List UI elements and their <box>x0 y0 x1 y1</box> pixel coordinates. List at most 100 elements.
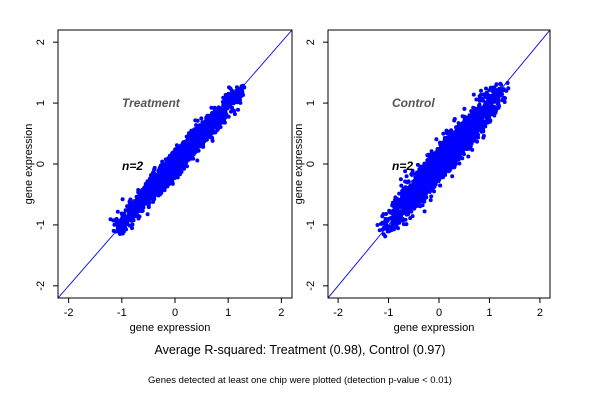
data-point <box>412 178 417 183</box>
data-point <box>409 172 414 177</box>
data-point <box>208 120 213 124</box>
data-point <box>199 116 204 121</box>
data-point <box>471 92 476 97</box>
x-tick-label: 0 <box>172 307 178 319</box>
data-point <box>194 126 199 131</box>
data-point <box>222 120 227 125</box>
data-point <box>167 163 172 168</box>
data-point <box>153 179 158 184</box>
data-point <box>391 226 396 231</box>
data-point <box>192 147 197 151</box>
data-point <box>430 185 435 190</box>
data-point <box>223 92 228 97</box>
data-point <box>236 107 240 112</box>
data-point <box>452 158 457 163</box>
data-point <box>195 158 200 163</box>
data-point <box>153 187 158 192</box>
data-point <box>456 157 461 162</box>
data-point <box>188 132 193 137</box>
data-point <box>195 140 200 145</box>
data-point <box>227 85 231 90</box>
y-tick-label: -1 <box>35 220 47 230</box>
data-point <box>181 140 186 145</box>
data-point <box>401 222 406 227</box>
data-point <box>160 187 165 192</box>
x-tick-label: 1 <box>225 307 231 319</box>
data-point <box>160 159 165 164</box>
data-point <box>142 185 147 190</box>
data-point <box>457 161 462 166</box>
data-point <box>123 224 128 229</box>
data-point <box>176 148 181 153</box>
data-point <box>460 114 465 119</box>
data-point <box>151 170 155 175</box>
data-point <box>168 175 173 180</box>
data-point <box>185 164 189 169</box>
sample-size-annotation: n=2 <box>122 159 143 173</box>
data-point <box>402 186 407 191</box>
data-point <box>462 106 467 111</box>
data-point <box>200 127 205 132</box>
data-point <box>154 191 159 196</box>
data-point <box>189 144 193 149</box>
data-point <box>375 223 380 227</box>
data-point <box>123 208 128 213</box>
data-point <box>438 183 443 188</box>
data-point <box>429 194 434 199</box>
scatter-panel-left <box>53 29 293 303</box>
data-point <box>483 109 488 114</box>
data-point <box>403 169 408 174</box>
data-point <box>176 169 181 174</box>
group-annotation: Treatment <box>122 96 181 110</box>
data-point <box>404 174 409 179</box>
data-point <box>396 220 401 225</box>
data-point <box>215 108 220 113</box>
data-point <box>190 138 194 143</box>
data-point <box>441 131 446 136</box>
data-point <box>120 197 125 202</box>
x-tick-label: 2 <box>278 307 284 319</box>
data-point <box>477 98 482 103</box>
data-point <box>168 160 173 165</box>
data-point <box>232 109 237 113</box>
data-point <box>223 98 228 103</box>
data-point <box>399 183 404 188</box>
x-tick-label: -1 <box>117 307 127 319</box>
data-point <box>158 163 163 168</box>
data-point <box>196 131 201 136</box>
data-point <box>151 176 156 181</box>
data-point <box>121 215 126 220</box>
data-point <box>212 125 217 129</box>
data-point <box>432 189 436 194</box>
data-point <box>182 147 187 151</box>
data-point <box>474 97 479 102</box>
data-point <box>410 214 415 219</box>
data-point <box>136 202 141 206</box>
data-point <box>121 211 126 216</box>
data-point <box>138 191 143 196</box>
data-point <box>401 192 406 197</box>
data-point <box>230 106 234 111</box>
data-point <box>204 128 209 133</box>
identity-line <box>58 30 292 298</box>
data-point <box>428 198 433 203</box>
data-point <box>403 179 408 184</box>
data-point <box>504 88 509 93</box>
data-point <box>400 218 405 223</box>
data-point <box>215 124 220 129</box>
data-point <box>128 197 133 202</box>
data-point <box>229 109 233 114</box>
data-point <box>232 112 237 117</box>
data-point <box>217 116 222 121</box>
data-point <box>397 191 402 196</box>
data-point <box>190 153 194 158</box>
data-point <box>481 133 486 138</box>
data-point <box>193 118 198 123</box>
data-point <box>450 174 455 179</box>
scatter-panel-right <box>323 29 551 303</box>
data-point <box>209 105 214 110</box>
data-point <box>452 164 457 169</box>
data-point <box>239 84 244 89</box>
data-point <box>156 173 161 178</box>
data-point <box>137 214 142 219</box>
